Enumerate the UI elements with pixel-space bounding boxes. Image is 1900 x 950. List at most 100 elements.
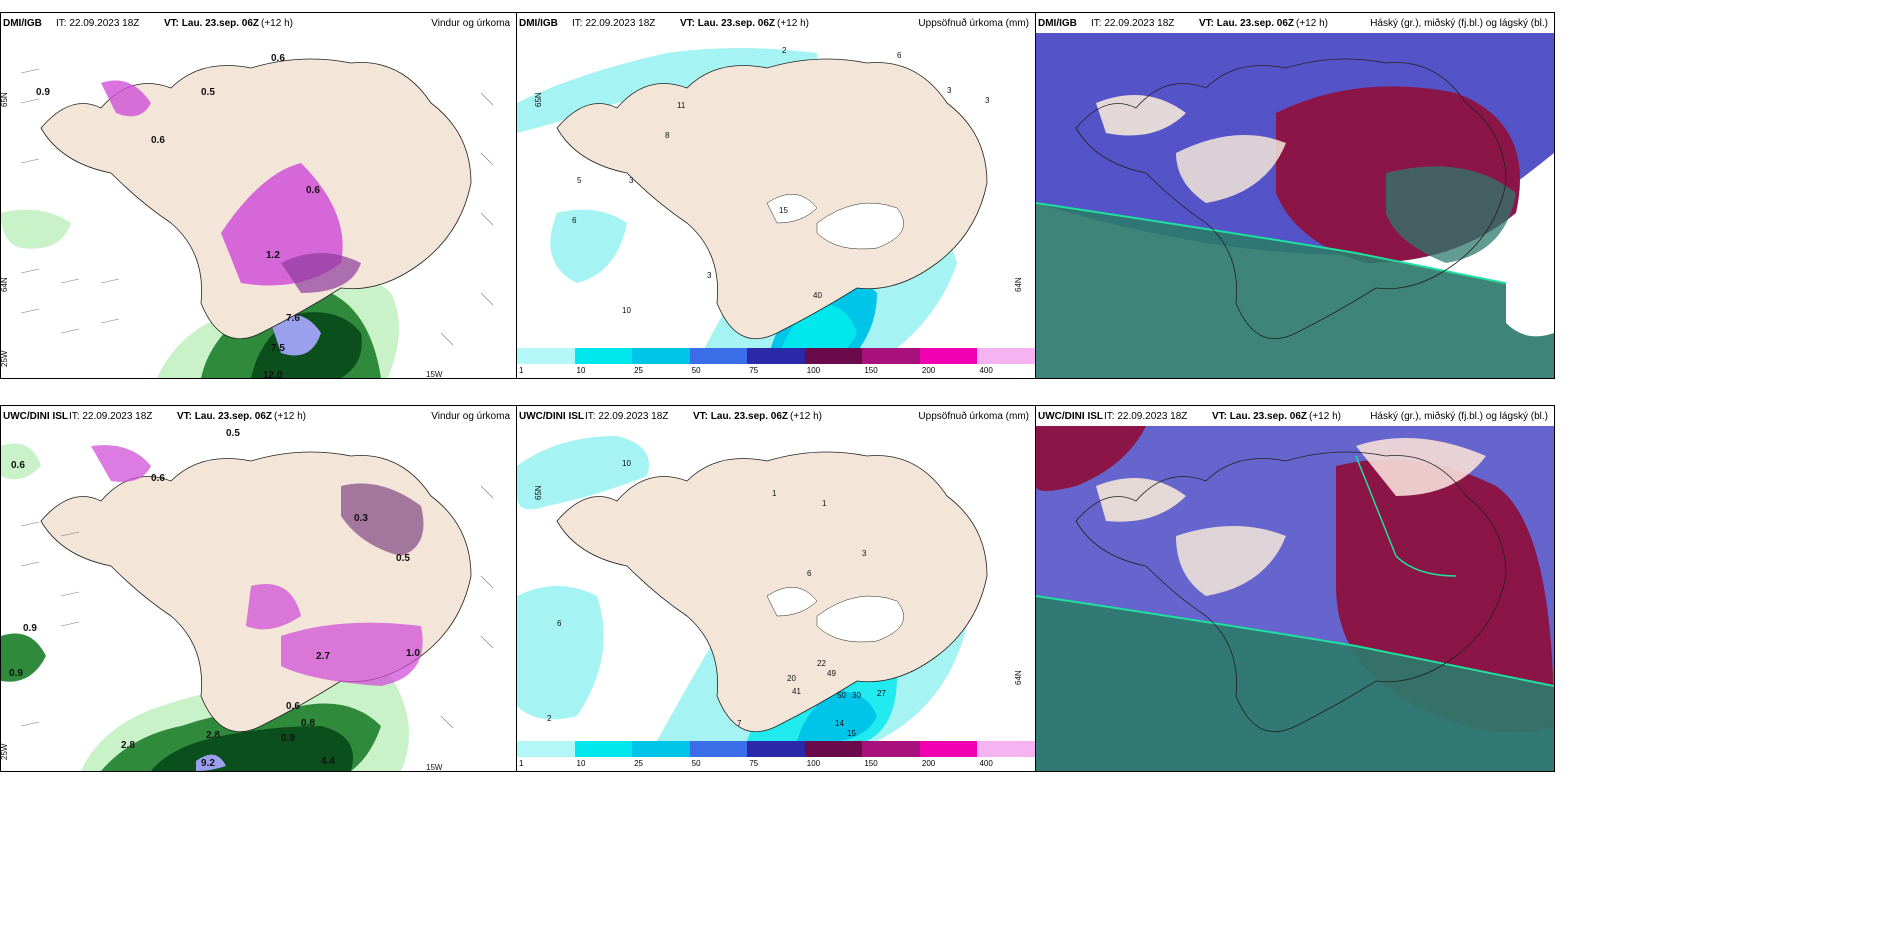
map-canvas: 0.6 0.9 0.5 0.6 1.2 7.6 7.5 12.0 0.6 65N… — [1, 33, 516, 378]
axis-labels: 65N 64N 25W 15W — [1, 92, 443, 378]
colorbar-segment — [977, 741, 1035, 757]
value-label: 0.9 — [36, 87, 50, 98]
panel-header: UWC/DINI ISL IT: 22.09.2023 18Z VT: Lau.… — [1, 406, 516, 426]
value-label: 1.2 — [266, 250, 280, 261]
axis-labels: 65N 64N — [534, 485, 1023, 685]
value-label: 0.6 — [306, 185, 320, 196]
panel-header: DMI/IGB IT: 22.09.2023 18Z VT: Lau. 23.s… — [1, 13, 516, 33]
axis-labels: 25W 15W — [1, 743, 443, 771]
model-name: DMI/IGB — [3, 18, 42, 29]
colorbar-segment — [574, 741, 634, 757]
value-label: 7.5 — [271, 343, 285, 354]
colorbar-label: 400 — [979, 759, 993, 768]
colorbar-segment — [574, 348, 634, 364]
valid-time: VT: Lau. 23.sep. 06Z — [1199, 18, 1295, 29]
value-label: 7 — [737, 719, 742, 728]
panel-uwc-wind: UWC/DINI ISL IT: 22.09.2023 18Z VT: Lau.… — [0, 405, 517, 772]
value-label: 2.8 — [206, 730, 220, 741]
colorbar-segment — [517, 741, 576, 757]
forecast-step: (+12 h) — [1309, 411, 1341, 422]
map-clouds[interactable] — [1036, 426, 1554, 771]
forecast-step: (+12 h) — [1296, 18, 1328, 29]
value-label: 3 — [629, 176, 634, 185]
value-label: 50 — [837, 691, 846, 700]
value-label: 14 — [835, 719, 844, 728]
lat-label: 65N — [534, 92, 543, 107]
value-label: 3 — [707, 271, 712, 280]
value-label: 15 — [847, 729, 856, 738]
value-label: 27 — [877, 689, 886, 698]
colorbar-segment — [862, 348, 921, 364]
panel-uwc-clouds: UWC/DINI ISL IT: 22.09.2023 18Z VT: Lau.… — [1035, 405, 1555, 772]
init-time: IT: 22.09.2023 18Z — [56, 18, 140, 29]
forecast-step: (+12 h) — [777, 18, 809, 29]
panel-header: UWC/DINI ISL IT: 22.09.2023 18Z VT: Lau.… — [517, 406, 1035, 426]
value-label: 0.6 — [151, 473, 165, 484]
value-label: 40 — [813, 291, 822, 300]
panel-header: DMI/IGB IT: 22.09.2023 18Z VT: Lau. 23.s… — [1036, 13, 1554, 33]
colorbar-segment — [804, 741, 864, 757]
value-label: 3 — [947, 86, 952, 95]
value-label: 10 — [622, 306, 631, 315]
iceland-outline — [1075, 451, 1507, 733]
map-canvas: 2 10 6 1 1 3 6 20 41 50 30 27 14 15 49 2… — [517, 426, 1035, 741]
colorbar-label: 100 — [806, 759, 821, 768]
model-name: DMI/IGB — [1038, 18, 1077, 29]
map-canvas: 2 6 3 11 8 3 5 6 15 3 10 40 3 65N 64N — [517, 33, 1035, 348]
init-time: IT: 22.09.2023 18Z — [1091, 18, 1175, 29]
colorbar-segment — [632, 741, 691, 757]
lon-label: 25W — [1, 743, 9, 760]
value-label: 2.8 — [121, 740, 135, 751]
forecast-step: (+12 h) — [790, 411, 822, 422]
value-label: 0.8 — [301, 718, 315, 729]
model-name: UWC/DINI ISL — [3, 411, 68, 422]
value-label: 0.9 — [23, 623, 37, 634]
value-label: 2.7 — [316, 651, 330, 662]
model-name: UWC/DINI ISL — [519, 411, 584, 422]
panel-uwc-accum: UWC/DINI ISL IT: 22.09.2023 18Z VT: Lau.… — [516, 405, 1036, 772]
value-label: 41 — [792, 687, 801, 696]
panel-header: UWC/DINI ISL IT: 22.09.2023 18Z VT: Lau.… — [1036, 406, 1554, 426]
value-label: 0.5 — [226, 428, 240, 439]
colorbar-label: 50 — [691, 759, 701, 768]
lat-label: 65N — [1, 92, 9, 107]
lat-label: 64N — [1014, 277, 1023, 292]
colorbar-label: 200 — [921, 759, 936, 768]
colorbar-label: 10 — [576, 366, 586, 375]
accum-values: 2 10 6 1 1 3 6 20 41 50 30 27 14 15 49 2… — [547, 459, 886, 738]
map-wind-precip[interactable]: 0.5 0.6 0.6 0.9 0.9 0.5 0.3 1.0 2.7 2.8 … — [1, 426, 516, 771]
colorbar-segment — [919, 741, 979, 757]
map-wind-precip[interactable]: 0.6 0.9 0.5 0.6 1.2 7.6 7.5 12.0 0.6 65N… — [1, 33, 516, 378]
colorbar-label: 25 — [634, 366, 644, 375]
value-label: 0.9 — [9, 668, 23, 679]
panel-title: Uppsöfnuð úrkoma (mm) — [918, 411, 1029, 422]
value-label: 0.3 — [354, 513, 368, 524]
colorbar-label: 10 — [576, 759, 586, 768]
lon-label: 15W — [426, 370, 443, 378]
value-label: 8 — [665, 131, 670, 140]
iceland-land — [556, 451, 988, 733]
panel-header: DMI/IGB IT: 22.09.2023 18Z VT: Lau. 23.s… — [517, 13, 1035, 33]
map-accum-precip[interactable]: 2 6 3 11 8 3 5 6 15 3 10 40 3 65N 64N — [517, 33, 1035, 348]
colorbar-label: 1 — [519, 366, 524, 375]
colorbar-label: 1 — [519, 759, 524, 768]
value-label: 6 — [557, 619, 562, 628]
value-label: 6 — [897, 51, 902, 60]
colorbar-segment — [747, 741, 806, 757]
colorbar-segment — [919, 348, 979, 364]
map-canvas — [1036, 426, 1554, 771]
valid-time: VT: Lau. 23.sep. 06Z — [680, 18, 776, 29]
panel-title: Uppsöfnuð úrkoma (mm) — [918, 18, 1029, 29]
value-label: 4.4 — [321, 756, 335, 767]
value-label: 49 — [827, 669, 836, 678]
colorbar: 1 10 25 50 75 100 150 200 400 — [517, 741, 1035, 771]
map-clouds[interactable] — [1036, 33, 1554, 378]
panel-title: Vindur og úrkoma — [431, 18, 510, 29]
colorbar-segment — [632, 348, 691, 364]
panel-dmi-wind: DMI/IGB IT: 22.09.2023 18Z VT: Lau. 23.s… — [0, 12, 517, 379]
lat-label: 64N — [1, 277, 9, 292]
colorbar-segment — [804, 348, 864, 364]
map-accum-precip[interactable]: 2 10 6 1 1 3 6 20 41 50 30 27 14 15 49 2… — [517, 426, 1035, 741]
colorbar-label: 150 — [864, 366, 878, 375]
value-label: 6 — [572, 216, 577, 225]
